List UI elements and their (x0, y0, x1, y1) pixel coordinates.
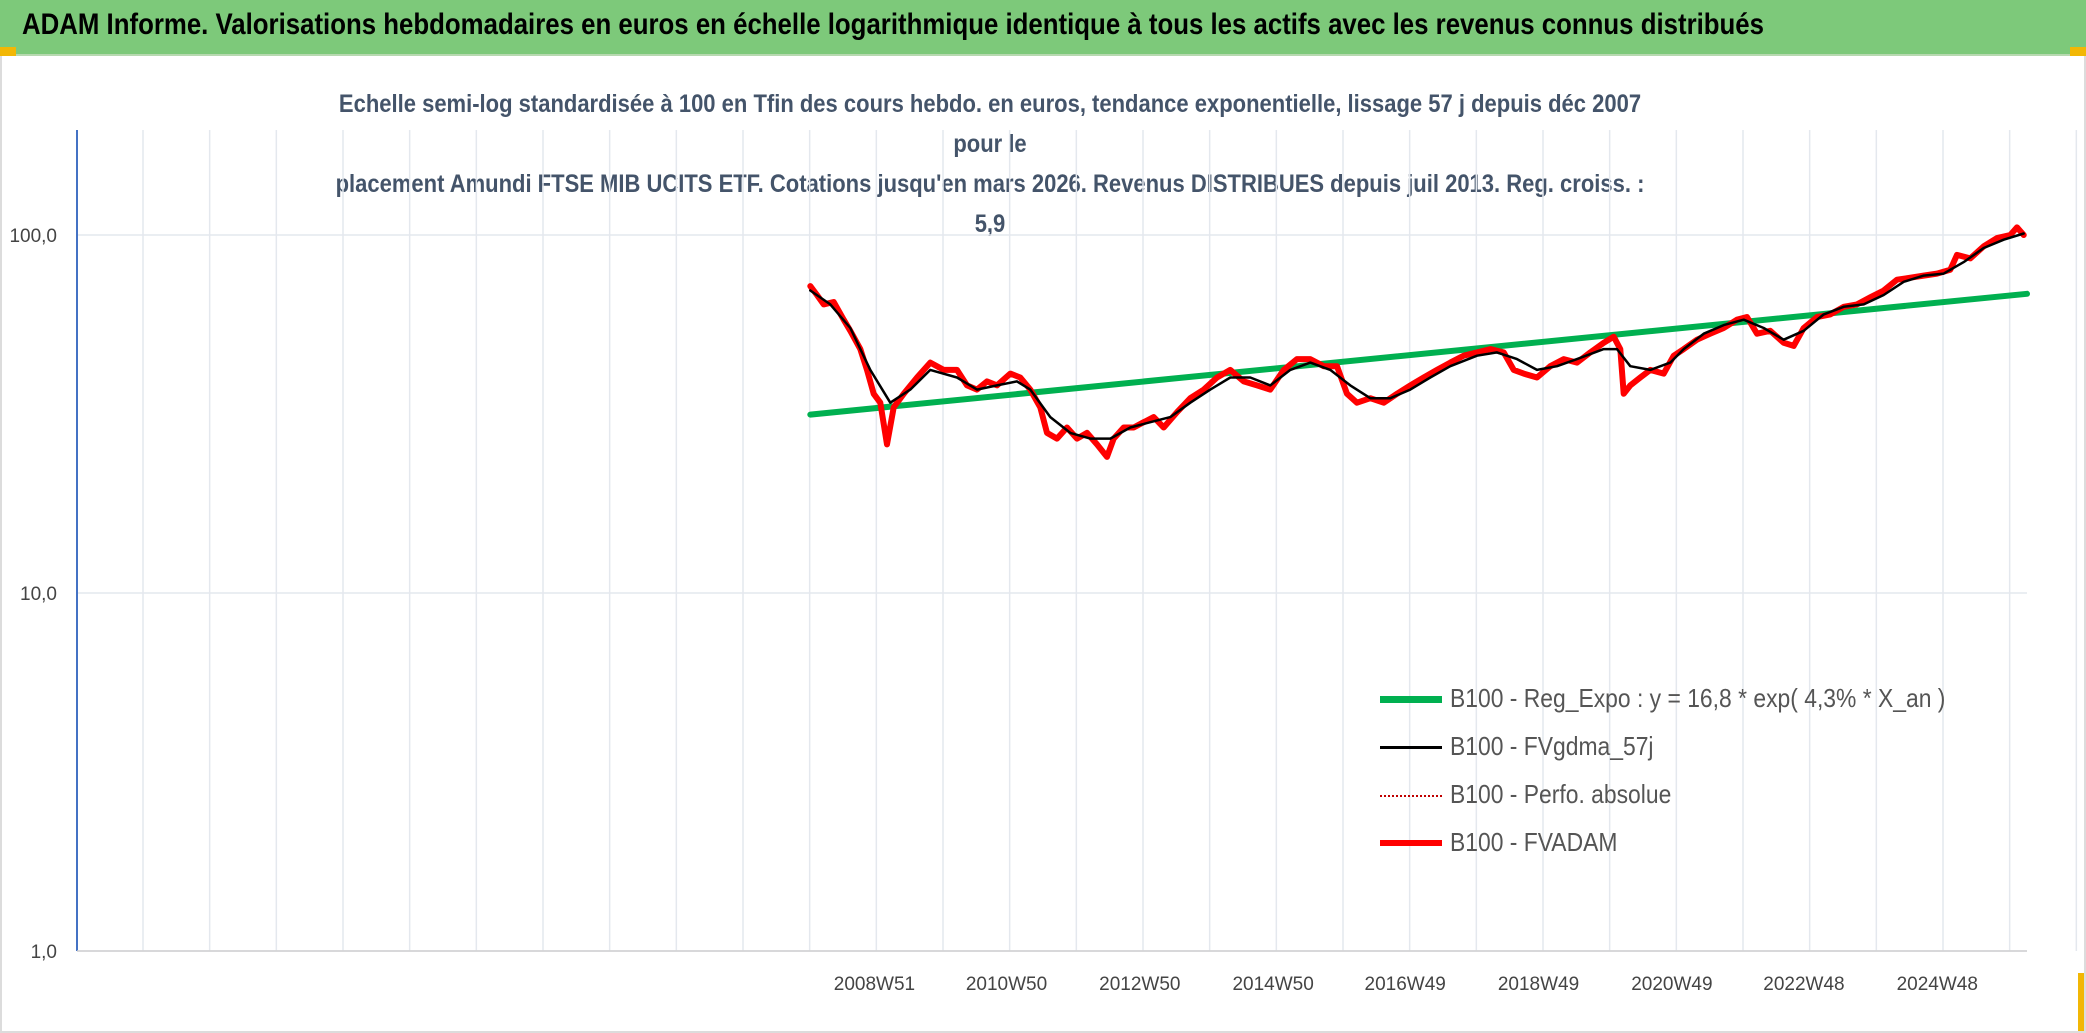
x-tick-label: 2014W50 (1232, 974, 1313, 995)
banner: ADAM Informe. Valorisations hebdomadaire… (0, 0, 2086, 56)
legend-label-fvadam: B100 - FVADAM (1450, 827, 1618, 857)
x-tick-label: 2008W51 (834, 974, 915, 995)
series-line-1 (809, 232, 2025, 440)
series-line-3 (807, 224, 2027, 460)
legend-label-perfo: B100 - Perfo. absolue (1450, 779, 1672, 809)
y-tick-label: 100,0 (9, 226, 57, 247)
legend-swatch-fvadam (1380, 840, 1442, 846)
x-tick-label: 2016W49 (1365, 974, 1446, 995)
legend-label-reg-expo: B100 - Reg_Expo : y = 16,8 * exp( 4,3% *… (1450, 683, 1946, 713)
series-line-0 (807, 290, 2030, 418)
corner-accent-top-right (2070, 47, 2086, 56)
chart-frame (0, 56, 2086, 1033)
x-tick-label: 2010W50 (966, 974, 1047, 995)
x-tick-label: 2012W50 (1099, 974, 1180, 995)
legend-swatch-perfo (1380, 795, 1442, 797)
chart-title: Echelle semi-log standardisée à 100 en T… (330, 84, 1650, 244)
x-tick-label: 2018W49 (1498, 974, 1579, 995)
legend-swatch-fvgdma (1380, 746, 1442, 749)
legend-label-fvgdma: B100 - FVgdma_57j (1450, 731, 1654, 761)
x-tick-label: 2020W49 (1631, 974, 1712, 995)
corner-accent-top-left (0, 47, 16, 56)
y-tick-label: 10,0 (20, 584, 57, 605)
chart-title-line2: placement Amundi FTSE MIB UCITS ETF. Cot… (335, 170, 1645, 238)
corner-accent-bottom-right (2078, 973, 2086, 1033)
banner-title: ADAM Informe. Valorisations hebdomadaire… (22, 8, 1764, 41)
y-tick-label: 1,0 (31, 942, 57, 963)
chart-title-line1: Echelle semi-log standardisée à 100 en T… (338, 90, 1642, 158)
legend-swatch-reg-expo (1380, 696, 1442, 703)
x-tick-label: 2022W48 (1763, 974, 1844, 995)
x-tick-label: 2024W48 (1897, 974, 1978, 995)
